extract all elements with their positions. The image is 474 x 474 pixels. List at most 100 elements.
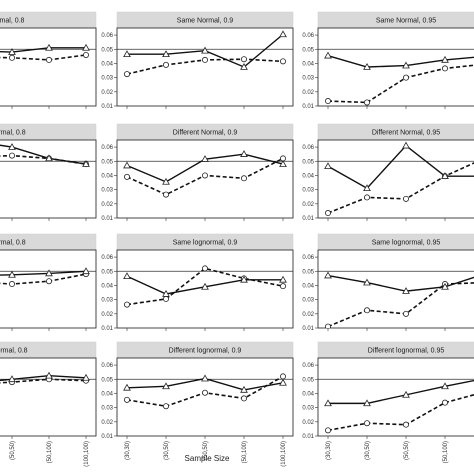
- triangle-point: [324, 399, 332, 407]
- circle-point: [162, 61, 169, 68]
- circle-point: [441, 65, 448, 72]
- triangle-point: [8, 270, 16, 278]
- y-tick-label: 0.02: [101, 202, 113, 208]
- triangle-point: [123, 50, 131, 58]
- panel-title: rmal, 0.8: [0, 240, 26, 247]
- triangle-point: [123, 272, 131, 280]
- plot-area: [324, 271, 474, 328]
- triangle-point: [201, 155, 209, 162]
- triangle-point: [45, 269, 53, 277]
- triangle-point: [324, 162, 332, 170]
- x-tick-label: (50,100): [443, 441, 449, 463]
- y-tick-label: 0.03: [101, 298, 113, 304]
- panel-title: Same Normal, 0.9: [177, 18, 234, 25]
- y-tick-label: 0.05: [101, 269, 113, 275]
- triangle-point: [201, 46, 209, 54]
- y-tick-label: 0.05: [302, 377, 314, 383]
- circle-point: [279, 373, 286, 380]
- panel-title: Same lognormal, 0.95: [372, 240, 441, 247]
- triangle-point: [363, 278, 371, 286]
- circle-point: [402, 421, 409, 428]
- plot-area: [123, 150, 287, 198]
- circle-point: [240, 175, 247, 182]
- plot-area: [0, 43, 90, 63]
- circle-point: [8, 54, 15, 61]
- triangle-point: [324, 271, 332, 279]
- x-axis-title: Sample Size: [185, 454, 230, 463]
- x-tick-label: (50,100): [47, 441, 53, 463]
- circle-point: [363, 194, 370, 201]
- plot-area: [0, 371, 90, 386]
- triangle-point: [123, 383, 131, 391]
- circle-point: [363, 420, 370, 427]
- x-tick-label: (50,50): [10, 441, 16, 460]
- circle-point: [441, 399, 448, 406]
- panel-title: Same Normal, 0.95: [376, 18, 436, 25]
- x-tick-label: (30,30): [326, 441, 332, 460]
- circle-point: [363, 99, 370, 106]
- circle-point: [279, 58, 286, 65]
- circle-point: [8, 281, 15, 288]
- circle-point: [124, 396, 131, 403]
- plot-frame: [317, 27, 474, 107]
- circle-point: [46, 278, 53, 285]
- y-tick-label: 0.03: [101, 188, 113, 194]
- circle-point: [240, 56, 247, 63]
- triangle-point: [45, 43, 53, 51]
- circle-point: [162, 403, 169, 410]
- y-tick-label: 0.03: [302, 188, 314, 194]
- triangle-point: [8, 375, 16, 383]
- y-tick-label: 0.05: [101, 159, 113, 165]
- plot-area: [0, 143, 90, 168]
- circle-point: [201, 265, 208, 272]
- plot-area: [324, 379, 474, 434]
- y-tick-label: 0.02: [101, 420, 113, 426]
- y-tick-label: 0.06: [302, 255, 314, 261]
- plot-area: [0, 267, 90, 288]
- circle-point: [402, 74, 409, 81]
- y-tick-label: 0.05: [101, 47, 113, 53]
- triangle-point: [441, 172, 449, 179]
- triangle-point: [201, 282, 209, 290]
- circle-point: [363, 307, 370, 314]
- series-circle-line: [126, 267, 284, 306]
- x-tick-label: (30,50): [164, 441, 170, 460]
- circle-point: [162, 295, 169, 302]
- y-tick-label: 0.02: [101, 312, 113, 318]
- x-tick-label: (30,30): [125, 441, 131, 460]
- triangle-point: [162, 50, 170, 58]
- triangle-point: [82, 43, 90, 51]
- circle-point: [8, 152, 15, 159]
- triangle-point: [240, 150, 248, 157]
- y-tick-label: 0.02: [302, 312, 314, 318]
- y-tick-label: 0.03: [101, 76, 113, 82]
- plot-frame: [0, 139, 97, 219]
- y-tick-label: 0.05: [302, 159, 314, 165]
- plot-frame: [317, 139, 474, 219]
- y-tick-label: 0.02: [302, 90, 314, 96]
- triangle-point: [402, 141, 410, 149]
- y-tick-label: 0.06: [101, 145, 113, 151]
- y-tick-label: 0.01: [302, 216, 314, 222]
- panel: Same Normal, 0.95 0.01 0.02 0.03 0.04 0.05 0.0…: [302, 11, 474, 110]
- triangle-point: [441, 282, 449, 290]
- triangle-point: [441, 382, 449, 390]
- triangle-point: [8, 143, 16, 150]
- y-tick-label: 0.06: [101, 255, 113, 261]
- y-tick-label: 0.02: [101, 90, 113, 96]
- circle-point: [402, 310, 409, 317]
- triangle-point: [279, 30, 287, 38]
- panel-title: Different Normal, 0.9: [173, 130, 238, 137]
- panels-layer: mal, 0.8 Same Normal, 0.9 0.01 0.02 0.03 0.04…: [0, 11, 474, 467]
- plot-area: [324, 51, 474, 106]
- triangle-point: [363, 184, 371, 192]
- triangle-point: [162, 177, 170, 185]
- triangle-point: [402, 390, 410, 398]
- panel-title: Different lognormal, 0.95: [368, 348, 445, 355]
- y-tick-label: 0.03: [302, 76, 314, 82]
- triangle-point: [279, 275, 287, 283]
- circle-point: [124, 301, 131, 308]
- y-tick-label: 0.01: [302, 326, 314, 332]
- plot-frame: [0, 249, 97, 329]
- panel: Different lognormal, 0.9 0.01 0.02 0.03 0.04…: [101, 341, 294, 467]
